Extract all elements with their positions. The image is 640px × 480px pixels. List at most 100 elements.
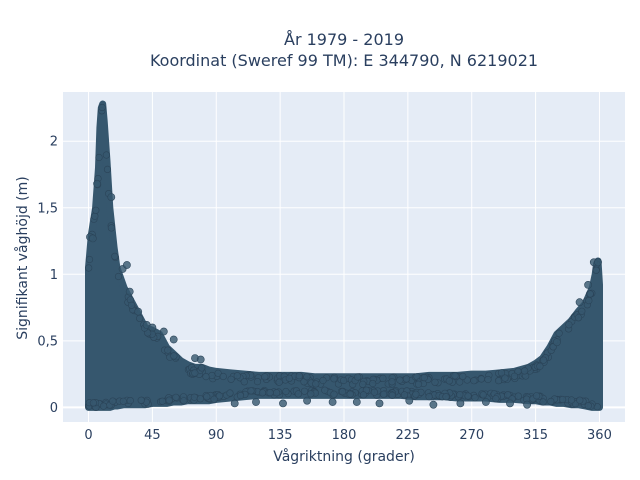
data-point xyxy=(584,280,592,289)
data-point xyxy=(396,376,404,384)
x-tick-label: 90 xyxy=(208,428,225,443)
data-point xyxy=(172,393,180,401)
data-point xyxy=(285,374,293,382)
data-point xyxy=(514,392,522,400)
data-point xyxy=(402,375,411,383)
data-point xyxy=(114,272,123,281)
data-point xyxy=(236,392,245,400)
data-point xyxy=(506,399,514,408)
data-point xyxy=(359,391,368,399)
x-tick-label: 225 xyxy=(395,428,420,443)
data-point xyxy=(137,396,145,404)
data-point xyxy=(240,378,248,386)
data-point xyxy=(92,206,100,214)
data-point xyxy=(196,355,205,364)
data-point xyxy=(107,224,115,232)
data-point xyxy=(180,397,188,405)
data-points xyxy=(84,100,603,412)
data-point xyxy=(190,393,198,401)
y-tick-label: 0 xyxy=(50,401,58,416)
data-point xyxy=(319,376,327,385)
y-tick-labels: 0 0,5 1 1,5 2 xyxy=(37,135,58,416)
data-point xyxy=(445,377,453,385)
data-point xyxy=(111,252,119,260)
x-axis-title: Vågriktning (grader) xyxy=(273,448,415,465)
x-tick-label: 180 xyxy=(332,428,357,443)
data-point xyxy=(328,398,337,406)
data-point xyxy=(539,398,547,406)
data-point xyxy=(501,374,509,382)
data-point xyxy=(354,373,362,381)
data-point xyxy=(307,390,315,398)
data-point xyxy=(456,399,465,408)
data-point xyxy=(273,389,281,397)
data-point xyxy=(198,364,206,372)
data-point xyxy=(215,392,223,400)
data-point xyxy=(169,335,178,344)
data-point xyxy=(214,369,222,377)
data-point xyxy=(585,297,593,305)
data-point xyxy=(202,373,210,381)
data-point xyxy=(93,179,101,188)
data-point xyxy=(375,399,384,408)
data-point xyxy=(312,380,320,388)
data-point xyxy=(586,290,594,298)
data-point xyxy=(575,298,584,307)
data-point xyxy=(574,314,583,322)
data-point xyxy=(91,212,99,220)
data-point xyxy=(128,301,136,309)
x-tick-label: 315 xyxy=(523,428,548,443)
data-point xyxy=(379,374,387,383)
data-point xyxy=(553,338,561,347)
x-tick-label: 0 xyxy=(84,428,92,443)
data-point xyxy=(191,369,199,377)
data-point xyxy=(459,372,467,381)
data-point xyxy=(576,396,584,404)
data-point xyxy=(126,397,134,405)
data-point xyxy=(414,380,423,388)
data-point xyxy=(165,396,173,404)
data-point xyxy=(420,374,428,382)
x-tick-label: 270 xyxy=(459,428,484,443)
data-point xyxy=(539,356,548,364)
data-point xyxy=(136,314,144,323)
data-point xyxy=(227,375,235,383)
data-point xyxy=(99,402,108,410)
data-point xyxy=(479,391,487,399)
data-point xyxy=(158,397,166,405)
data-point xyxy=(388,378,396,386)
data-point xyxy=(431,378,439,386)
chart-title-line2: Koordinat (Sweref 99 TM): E 344790, N 62… xyxy=(150,51,538,70)
data-point xyxy=(481,398,490,406)
data-point xyxy=(330,390,338,398)
data-point xyxy=(102,151,110,159)
data-point xyxy=(261,373,269,381)
data-point xyxy=(266,389,274,397)
data-point xyxy=(425,393,433,401)
data-point xyxy=(95,153,103,162)
data-point xyxy=(405,396,414,405)
data-point xyxy=(125,287,134,296)
data-point xyxy=(380,390,388,398)
data-point xyxy=(340,376,348,385)
data-point xyxy=(275,378,283,386)
data-point xyxy=(532,392,541,400)
data-point xyxy=(109,397,117,405)
data-point xyxy=(592,266,600,274)
data-point xyxy=(303,373,311,381)
data-point xyxy=(119,397,127,405)
data-point xyxy=(400,391,409,399)
data-point xyxy=(203,393,211,401)
data-point xyxy=(148,323,157,332)
data-point xyxy=(88,234,97,243)
data-point xyxy=(159,327,168,336)
y-tick-label: 1,5 xyxy=(37,201,58,216)
data-point xyxy=(196,395,204,403)
data-point xyxy=(359,380,367,388)
data-point xyxy=(85,264,93,272)
data-point xyxy=(346,390,354,398)
data-point xyxy=(558,395,567,404)
data-point xyxy=(565,321,573,329)
data-point xyxy=(547,397,555,406)
